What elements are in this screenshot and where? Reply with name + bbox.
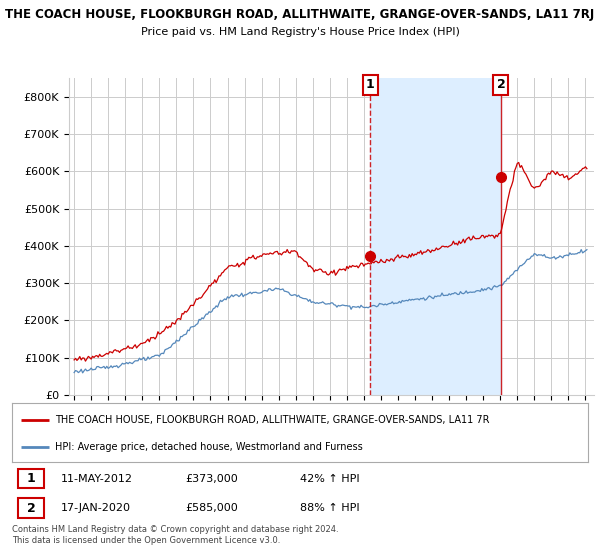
Text: 1: 1 <box>26 472 35 485</box>
Text: 88% ↑ HPI: 88% ↑ HPI <box>300 503 359 513</box>
Text: HPI: Average price, detached house, Westmorland and Furness: HPI: Average price, detached house, West… <box>55 442 363 452</box>
Text: Price paid vs. HM Land Registry's House Price Index (HPI): Price paid vs. HM Land Registry's House … <box>140 27 460 37</box>
Text: 11-MAY-2012: 11-MAY-2012 <box>61 474 133 484</box>
Bar <box>18 469 44 488</box>
Text: THE COACH HOUSE, FLOOKBURGH ROAD, ALLITHWAITE, GRANGE-OVER-SANDS, LA11 7RJ: THE COACH HOUSE, FLOOKBURGH ROAD, ALLITH… <box>5 8 595 21</box>
Bar <box>18 498 44 517</box>
Text: THE COACH HOUSE, FLOOKBURGH ROAD, ALLITHWAITE, GRANGE-OVER-SANDS, LA11 7R: THE COACH HOUSE, FLOOKBURGH ROAD, ALLITH… <box>55 414 490 424</box>
Text: Contains HM Land Registry data © Crown copyright and database right 2024.
This d: Contains HM Land Registry data © Crown c… <box>12 525 338 545</box>
Bar <box>370 78 501 395</box>
Text: 1: 1 <box>365 78 374 91</box>
Text: 2: 2 <box>26 502 35 515</box>
Text: 42% ↑ HPI: 42% ↑ HPI <box>300 474 359 484</box>
Text: £585,000: £585,000 <box>185 503 238 513</box>
Text: 2: 2 <box>497 78 505 91</box>
Text: 17-JAN-2020: 17-JAN-2020 <box>61 503 131 513</box>
Text: £373,000: £373,000 <box>185 474 238 484</box>
